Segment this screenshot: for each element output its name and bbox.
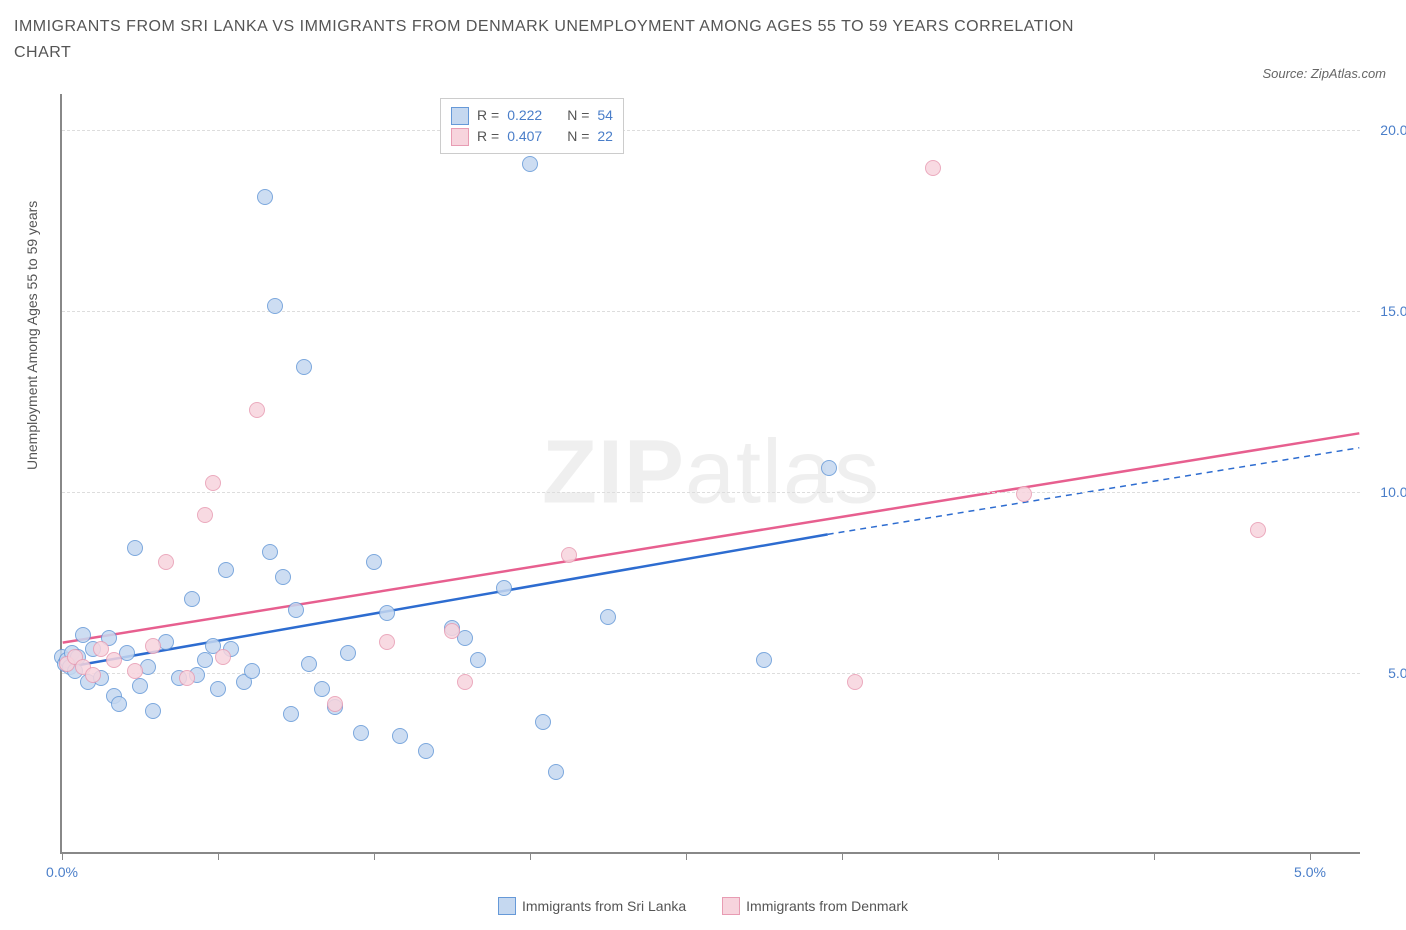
gridline — [62, 130, 1360, 131]
scatter-point-denmark — [561, 547, 577, 563]
scatter-point-denmark — [205, 475, 221, 491]
x-tick — [686, 852, 687, 860]
scatter-point-srilanka — [366, 554, 382, 570]
scatter-point-denmark — [158, 554, 174, 570]
scatter-point-srilanka — [296, 359, 312, 375]
scatter-point-srilanka — [522, 156, 538, 172]
gridline — [62, 492, 1360, 493]
scatter-point-denmark — [847, 674, 863, 690]
scatter-point-denmark — [215, 649, 231, 665]
scatter-point-srilanka — [184, 591, 200, 607]
n-value: 54 — [597, 105, 613, 126]
n-label: N = — [567, 126, 589, 147]
chart-title: IMMIGRANTS FROM SRI LANKA VS IMMIGRANTS … — [14, 14, 1114, 65]
trend-lines-layer — [62, 94, 1360, 852]
source-label: Source: ZipAtlas.com — [1262, 66, 1386, 81]
legend-swatch — [451, 107, 469, 125]
scatter-point-srilanka — [470, 652, 486, 668]
scatter-point-denmark — [1016, 486, 1032, 502]
scatter-point-srilanka — [535, 714, 551, 730]
trend-line — [63, 534, 828, 668]
scatter-point-srilanka — [197, 652, 213, 668]
x-tick — [998, 852, 999, 860]
legend-swatch — [498, 897, 516, 915]
scatter-point-srilanka — [111, 696, 127, 712]
scatter-point-denmark — [179, 670, 195, 686]
legend-label: Immigrants from Denmark — [746, 898, 908, 914]
scatter-point-denmark — [925, 160, 941, 176]
scatter-point-denmark — [444, 623, 460, 639]
x-tick-label: 5.0% — [1294, 864, 1326, 880]
scatter-point-srilanka — [379, 605, 395, 621]
x-tick — [530, 852, 531, 860]
scatter-point-srilanka — [127, 540, 143, 556]
trend-line — [63, 433, 1360, 642]
scatter-point-denmark — [145, 638, 161, 654]
x-tick — [62, 852, 63, 860]
scatter-point-srilanka — [288, 602, 304, 618]
legend-stat-row: R = 0.407 N = 22 — [451, 126, 613, 147]
x-tick — [1310, 852, 1311, 860]
x-tick — [374, 852, 375, 860]
scatter-point-srilanka — [267, 298, 283, 314]
x-tick — [218, 852, 219, 860]
scatter-point-srilanka — [314, 681, 330, 697]
legend-swatch — [451, 128, 469, 146]
x-tick-label: 0.0% — [46, 864, 78, 880]
x-tick — [1154, 852, 1155, 860]
scatter-point-srilanka — [600, 609, 616, 625]
legend-stats: R = 0.222 N = 54 R = 0.407 N = 22 — [440, 98, 624, 154]
scatter-point-srilanka — [244, 663, 260, 679]
scatter-point-srilanka — [257, 189, 273, 205]
scatter-point-srilanka — [756, 652, 772, 668]
scatter-point-srilanka — [132, 678, 148, 694]
legend-stat-row: R = 0.222 N = 54 — [451, 105, 613, 126]
scatter-point-srilanka — [548, 764, 564, 780]
y-axis-title: Unemployment Among Ages 55 to 59 years — [24, 201, 40, 470]
scatter-point-denmark — [127, 663, 143, 679]
scatter-point-srilanka — [821, 460, 837, 476]
n-label: N = — [567, 105, 589, 126]
legend-label: Immigrants from Sri Lanka — [522, 898, 686, 914]
scatter-point-denmark — [249, 402, 265, 418]
scatter-point-srilanka — [353, 725, 369, 741]
n-value: 22 — [597, 126, 613, 147]
scatter-point-denmark — [457, 674, 473, 690]
scatter-point-srilanka — [218, 562, 234, 578]
y-tick-label: 20.0% — [1370, 122, 1406, 138]
x-tick — [842, 852, 843, 860]
scatter-point-denmark — [85, 667, 101, 683]
y-tick-label: 5.0% — [1370, 665, 1406, 681]
y-tick-label: 15.0% — [1370, 303, 1406, 319]
r-value: 0.222 — [507, 105, 559, 126]
scatter-point-denmark — [106, 652, 122, 668]
scatter-point-denmark — [197, 507, 213, 523]
legend-item: Immigrants from Denmark — [722, 897, 908, 915]
y-tick-label: 10.0% — [1370, 484, 1406, 500]
r-label: R = — [477, 105, 499, 126]
scatter-point-denmark — [1250, 522, 1266, 538]
legend-swatch — [722, 897, 740, 915]
scatter-point-srilanka — [496, 580, 512, 596]
scatter-point-srilanka — [210, 681, 226, 697]
scatter-point-srilanka — [283, 706, 299, 722]
r-value: 0.407 — [507, 126, 559, 147]
scatter-point-denmark — [379, 634, 395, 650]
legend-series: Immigrants from Sri Lanka Immigrants from… — [0, 897, 1406, 918]
scatter-point-srilanka — [145, 703, 161, 719]
scatter-point-denmark — [327, 696, 343, 712]
scatter-point-srilanka — [340, 645, 356, 661]
gridline — [62, 311, 1360, 312]
r-label: R = — [477, 126, 499, 147]
scatter-point-srilanka — [392, 728, 408, 744]
scatter-point-srilanka — [418, 743, 434, 759]
plot-area: ZIPatlas 5.0%10.0%15.0%20.0%0.0%5.0% — [60, 94, 1360, 854]
scatter-point-srilanka — [275, 569, 291, 585]
legend-item: Immigrants from Sri Lanka — [498, 897, 686, 915]
scatter-point-srilanka — [301, 656, 317, 672]
scatter-point-srilanka — [75, 627, 91, 643]
trend-line — [828, 448, 1360, 535]
scatter-point-srilanka — [262, 544, 278, 560]
